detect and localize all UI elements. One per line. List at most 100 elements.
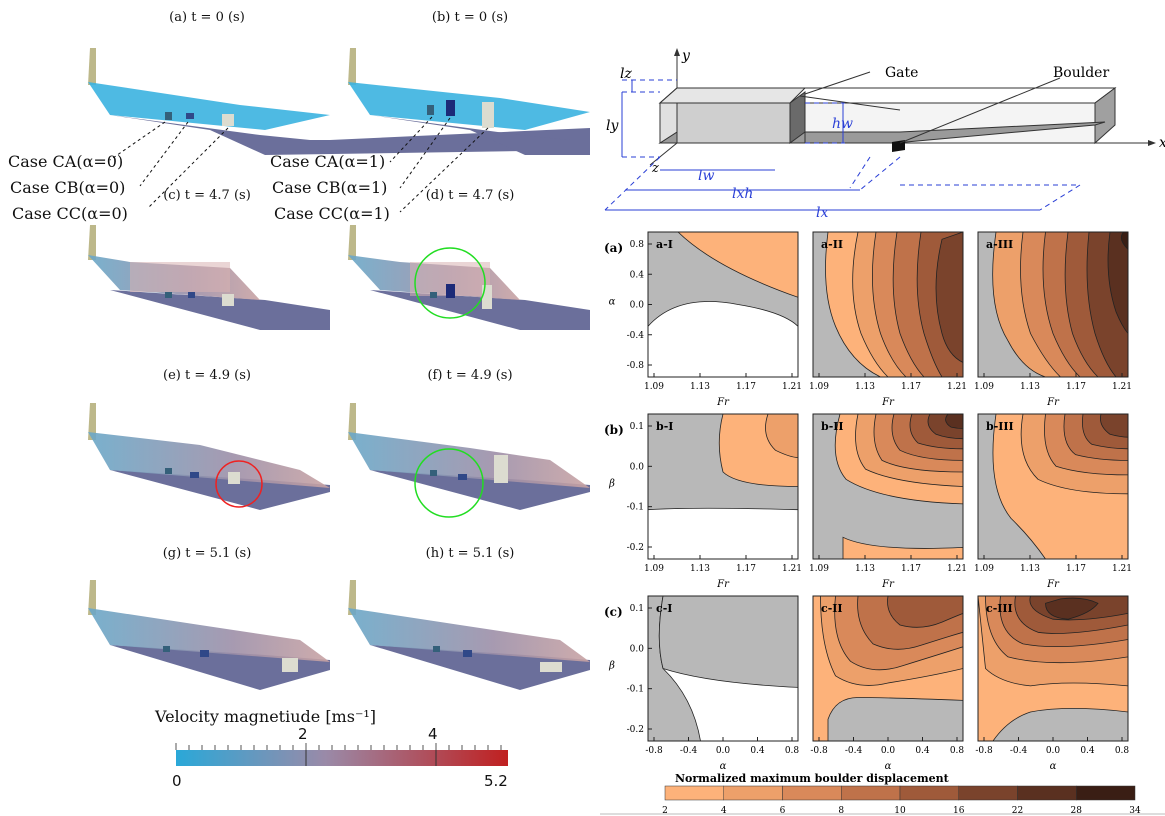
colorbar-segment [841, 785, 901, 801]
y-tick-label: -0.2 [627, 543, 644, 553]
snapshot-e [88, 403, 330, 510]
panel-frame [977, 231, 1129, 378]
contour-band [1107, 232, 1128, 335]
caption-f: (f) t = 4.9 (s) [427, 368, 513, 383]
x-tick-label: -0.4 [845, 746, 863, 756]
velocity-colorbar-minor-ticks [175, 743, 502, 750]
y-tick-label: -0.1 [627, 503, 644, 513]
panel-c-II: c-II -0.8 -0.4 0.0 0.4 0.8 α [810, 595, 965, 772]
x-tick-label: 0.4 [915, 746, 930, 756]
colorbar-segment [723, 785, 783, 801]
colorbar-segment [664, 785, 724, 801]
y-tick-label: 0.0 [630, 644, 645, 654]
x-tick-label: 1.21 [782, 382, 802, 392]
panel-c-III: c-III -0.8 -0.4 0.0 0.4 0.8 α [975, 595, 1130, 772]
x-tick-label: -0.8 [975, 746, 993, 756]
x-tick-label: 0.0 [1046, 746, 1061, 756]
contour-band [935, 232, 963, 363]
case-ca-alpha0: Case CA(α=0) [8, 152, 124, 171]
colorbar-level-label: 28 [1071, 806, 1083, 816]
panel-title: c-I [656, 602, 672, 615]
x-tick-label: -0.8 [810, 746, 828, 756]
caption-a: (a) t = 0 (s) [169, 10, 245, 25]
x-tick-label: 1.09 [974, 382, 994, 392]
colorbar-segment [899, 785, 959, 801]
x-tick-label: 1.09 [644, 564, 664, 574]
panel-a-II: a-II 1.09 1.13 1.17 1.21 Fr [809, 231, 967, 408]
snapshot-d [348, 225, 590, 330]
x-tick-label: 0.0 [716, 746, 731, 756]
row-label-1: (b) [604, 423, 624, 437]
colorbar-level-label: 10 [894, 806, 906, 816]
snapshot-panel: (a) t = 0 (s) (b) t = 0 (s) (c) t = 4.7 … [8, 10, 590, 790]
panel-c-I: c-I -0.8 -0.4 0.0 0.4 0.8 α 0.1 0.0 -0.1 -0.2 β [608, 595, 800, 772]
dim-hw: hw [832, 116, 853, 132]
panel-title: a-III [986, 238, 1013, 251]
case-cc-alpha0: Case CC(α=0) [12, 204, 128, 223]
panel-title: b-III [986, 420, 1014, 433]
snapshot-b [348, 48, 590, 155]
case-cb-alpha0: Case CB(α=0) [10, 178, 126, 197]
displacement-colorbar-title: Normalized maximum boulder displacement [675, 772, 950, 785]
contour-band [658, 596, 798, 688]
y-tick-label: -0.4 [627, 331, 645, 341]
contour-band [648, 301, 798, 377]
x-axis-label: Fr [1046, 579, 1060, 590]
velocity-max-label: 5.2 [484, 772, 508, 790]
row-label-2: (c) [604, 605, 623, 619]
colorbar-level-label: 8 [838, 806, 844, 816]
x-tick-label: 1.09 [809, 564, 829, 574]
x-axis-label: α [885, 761, 892, 772]
x-tick-label: 0.8 [950, 746, 965, 756]
x-axis-label: Fr [881, 579, 895, 590]
x-tick-label: 0.8 [1115, 746, 1130, 756]
caption-c: (c) t = 4.7 (s) [163, 188, 251, 203]
x-tick-label: 1.17 [901, 382, 921, 392]
x-tick-label: 0.8 [785, 746, 800, 756]
axis-y-label: y [681, 48, 691, 64]
colorbar-level-label: 34 [1129, 806, 1141, 816]
velocity-colorbar [175, 743, 508, 766]
x-tick-label: 1.13 [690, 564, 710, 574]
x-tick-label: 1.13 [690, 382, 710, 392]
contour-band [887, 596, 963, 628]
y-tick-label: 0.0 [630, 301, 645, 311]
contour-band [765, 414, 798, 458]
y-axis-label: β [608, 479, 615, 490]
x-axis-label: α [720, 761, 727, 772]
panel-title: b-I [656, 420, 673, 433]
x-tick-label: 0.0 [881, 746, 896, 756]
x-tick-label: 1.21 [1112, 564, 1132, 574]
colorbar-level-label: 2 [662, 806, 668, 816]
x-tick-label: 1.21 [947, 564, 967, 574]
gate-label: Gate [885, 65, 918, 81]
case-cc-alpha1: Case CC(α=1) [274, 204, 390, 223]
x-axis-label: Fr [881, 397, 895, 408]
snapshot-g [88, 580, 330, 690]
x-axis-label: Fr [716, 397, 730, 408]
x-tick-label: 1.17 [736, 564, 756, 574]
x-tick-label: 1.17 [736, 382, 756, 392]
x-tick-label: 1.13 [1020, 564, 1040, 574]
panel-b-III: b-III 1.09 1.13 1.17 1.21 Fr [974, 413, 1132, 590]
y-tick-label: -0.1 [627, 685, 644, 695]
x-tick-label: 1.13 [855, 564, 875, 574]
x-axis-label: α [1050, 761, 1057, 772]
case-pointer-arrows [109, 116, 489, 213]
flume-schematic: y x z lz ly hw lw lxh lx Gate Boulder [604, 48, 1165, 221]
colorbar-segment [1017, 785, 1077, 801]
panel-title: c-III [986, 602, 1013, 615]
x-tick-label: 0.4 [750, 746, 765, 756]
contour-band [945, 414, 963, 429]
contour-band [1120, 232, 1128, 250]
x-tick-label: 1.09 [644, 382, 664, 392]
axis-x-label: x [1159, 135, 1165, 151]
velocity-min-label: 0 [172, 772, 182, 790]
panel-title: c-II [821, 602, 843, 615]
panel-title: a-II [821, 238, 843, 251]
y-axis-label: β [608, 661, 615, 672]
contour-band [1100, 414, 1128, 438]
panel-frame [977, 413, 1129, 560]
x-axis-label: Fr [716, 579, 730, 590]
caption-g: (g) t = 5.1 (s) [162, 546, 252, 561]
